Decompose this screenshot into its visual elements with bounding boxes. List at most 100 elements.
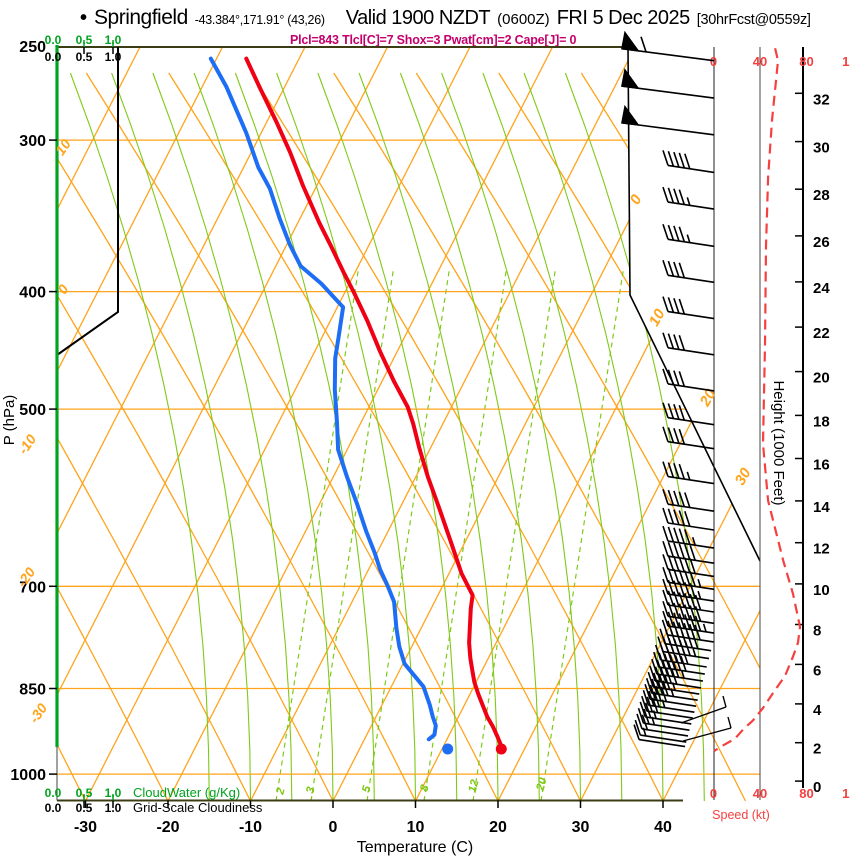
svg-text:0.5: 0.5 xyxy=(76,33,93,47)
wind-barb xyxy=(636,713,689,737)
temperature-axis-title: Temperature (C) xyxy=(357,839,473,856)
svg-text:0: 0 xyxy=(710,54,717,69)
station-bullet: • xyxy=(80,7,88,29)
right-skew-boundary xyxy=(627,46,761,562)
svg-text:1.0: 1.0 xyxy=(105,50,122,64)
surface-dewpoint-dot xyxy=(442,743,454,755)
wind-barb xyxy=(662,402,715,426)
wind-barb xyxy=(662,461,715,485)
svg-text:24: 24 xyxy=(813,280,830,297)
pressure-tick-labels: 250 300 400 500 700 850 1000 xyxy=(10,39,46,784)
wind-barb xyxy=(662,332,715,356)
svg-text:3: 3 xyxy=(304,785,317,795)
wind-barb xyxy=(645,677,698,701)
svg-text:2: 2 xyxy=(274,786,288,797)
svg-text:0.5: 0.5 xyxy=(76,50,93,64)
valid-time-utc: (0600Z) xyxy=(497,11,550,28)
svg-text:80: 80 xyxy=(799,54,813,69)
cloudwater-scale-title: CloudWater (g/Kg) xyxy=(133,785,240,800)
svg-text:4: 4 xyxy=(813,702,822,719)
svg-text:40: 40 xyxy=(753,54,767,69)
wind-barb-surface xyxy=(682,716,732,742)
wind-barbs xyxy=(621,30,732,748)
svg-text:-30: -30 xyxy=(74,819,97,836)
wind-barb xyxy=(662,260,715,284)
svg-text:0: 0 xyxy=(329,819,338,836)
speed-tick-labels-top: 0 40 80 120 xyxy=(710,54,850,69)
wind-barb xyxy=(662,525,715,549)
svg-text:20: 20 xyxy=(534,776,549,793)
svg-text:22: 22 xyxy=(813,325,830,342)
grid-scale-cloudiness-profile xyxy=(56,47,119,356)
svg-text:40: 40 xyxy=(654,819,672,836)
svg-text:2: 2 xyxy=(813,741,821,758)
wind-barb xyxy=(662,507,715,531)
station-name: Springfield xyxy=(94,6,188,29)
dry-adiabat-labels: 100-10-20-30 xyxy=(14,136,74,726)
svg-text:0.0: 0.0 xyxy=(45,50,62,64)
wind-barb xyxy=(662,150,715,174)
wind-speed-profile xyxy=(713,48,802,752)
svg-text:300: 300 xyxy=(19,133,46,150)
wind-barb xyxy=(662,426,715,450)
wind-barb xyxy=(634,719,687,743)
wind-barb xyxy=(662,224,715,248)
svg-text:30: 30 xyxy=(572,819,590,836)
wind-barb xyxy=(633,724,686,748)
svg-text:700: 700 xyxy=(19,579,46,596)
cloudiness-scale-title: Grid-Scale Cloudiness xyxy=(133,800,263,815)
svg-text:28: 28 xyxy=(813,187,830,204)
valid-date: FRI 5 Dec 2025 xyxy=(556,7,691,29)
svg-text:16: 16 xyxy=(813,457,830,474)
svg-text:500: 500 xyxy=(19,402,46,419)
wind-barb xyxy=(662,368,715,392)
svg-text:-20: -20 xyxy=(156,819,179,836)
svg-text:-30: -30 xyxy=(26,700,51,726)
svg-text:0.0: 0.0 xyxy=(45,801,62,815)
speed-axis-title: Speed (kt) xyxy=(712,808,770,822)
temperature-curve xyxy=(244,56,504,748)
station-coordinates: -43.384°,171.91° (43,26) xyxy=(194,13,325,27)
sounding-parameters: Plcl=843 Tlcl[C]=7 Shox=3 Pwat[cm]=2 Cap… xyxy=(290,33,577,47)
svg-text:0.0: 0.0 xyxy=(45,33,62,47)
wind-barb xyxy=(662,488,715,512)
wind-barb xyxy=(649,665,702,689)
svg-text:0.0: 0.0 xyxy=(45,786,62,800)
wind-barb xyxy=(662,540,715,564)
svg-text:10: 10 xyxy=(52,136,74,158)
svg-text:10: 10 xyxy=(646,306,669,330)
svg-text:120: 120 xyxy=(842,786,850,801)
svg-text:0.5: 0.5 xyxy=(76,801,93,815)
svg-text:14: 14 xyxy=(813,499,830,516)
svg-text:20: 20 xyxy=(696,386,720,410)
svg-text:0.5: 0.5 xyxy=(76,786,93,800)
svg-text:250: 250 xyxy=(19,39,46,56)
svg-text:12: 12 xyxy=(467,778,482,794)
svg-text:120: 120 xyxy=(842,54,850,69)
svg-text:6: 6 xyxy=(813,662,821,679)
svg-text:400: 400 xyxy=(19,285,46,302)
svg-text:0: 0 xyxy=(813,779,821,796)
svg-text:8: 8 xyxy=(813,623,821,640)
cloud-scale-numbers-bottom: 0.00.0 0.50.5 1.01.0 xyxy=(45,786,122,815)
svg-text:-10: -10 xyxy=(15,431,40,457)
svg-text:32: 32 xyxy=(813,91,830,108)
svg-text:1.0: 1.0 xyxy=(105,786,122,800)
svg-text:0: 0 xyxy=(710,786,717,801)
svg-text:30: 30 xyxy=(732,465,755,489)
moist-adiabat-lines xyxy=(69,72,705,801)
height-axis-title: Height (1000 Feet) xyxy=(770,380,787,505)
speed-tick-labels-bottom: 0 40 80 120 xyxy=(710,786,850,801)
svg-text:80: 80 xyxy=(799,786,813,801)
axis-ticks xyxy=(49,40,803,808)
mixing-ratio-labels: 2 3 5 8 12 20 xyxy=(274,776,549,797)
wind-barb xyxy=(644,683,697,707)
svg-text:20: 20 xyxy=(489,819,507,836)
valid-time: Valid 1900 NZDT xyxy=(345,7,491,29)
svg-text:1.0: 1.0 xyxy=(105,33,122,47)
wind-barb xyxy=(621,30,715,62)
svg-text:10: 10 xyxy=(407,819,425,836)
